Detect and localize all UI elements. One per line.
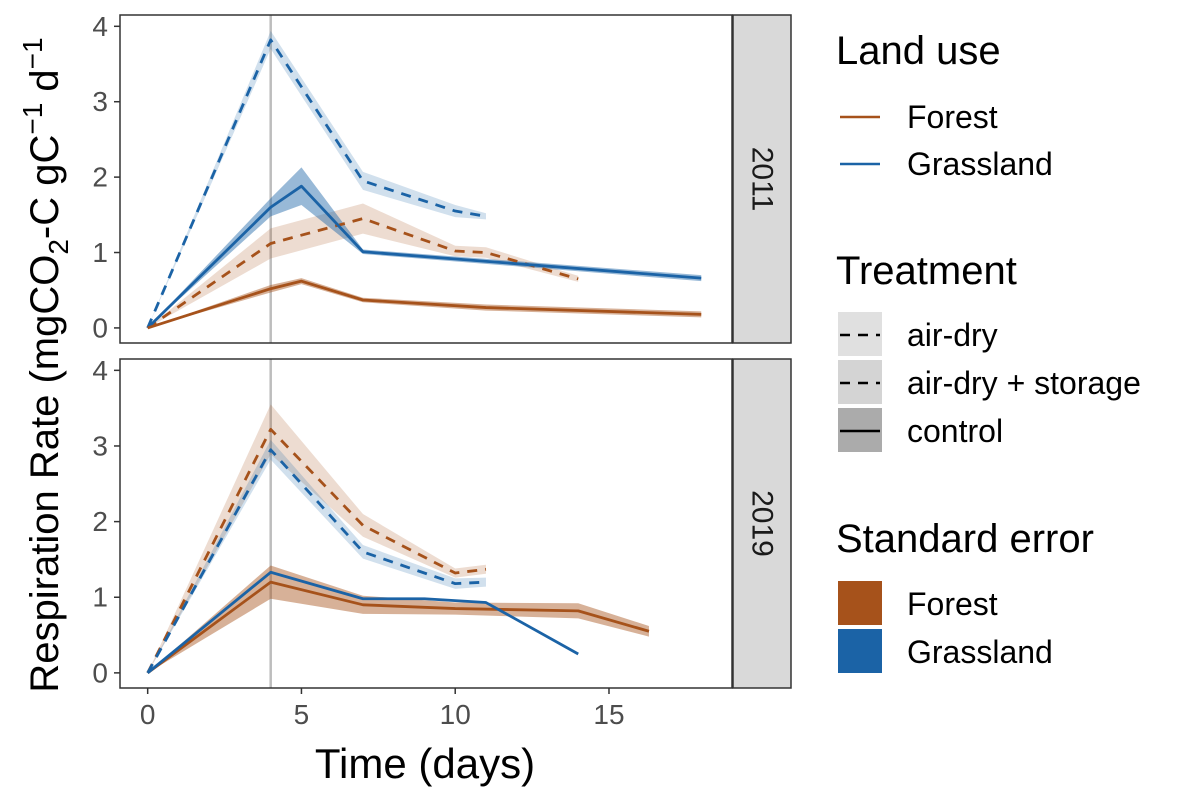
legend-treatment-air-dry-storage: air-dry + storage [907, 365, 1141, 401]
y-tick-label: 2 [92, 162, 108, 193]
facet-strip [732, 358, 792, 689]
facet-strip-label: 2011 [746, 147, 779, 212]
y-tick-label: 4 [92, 355, 108, 386]
panel-border [119, 358, 733, 689]
legend-land-use-grassland: Grassland [907, 146, 1053, 182]
y-axis-title-sup2: −1 [17, 37, 48, 69]
panel-2019: 2019 0 1 2 3 4 [92, 355, 792, 689]
panel-border [119, 14, 733, 344]
legend-standard-error: Standard error Forest Grassland [836, 517, 1094, 673]
series-line-forest-control [146, 580, 650, 675]
panel-2011: 2011 0 1 2 3 4 [92, 11, 792, 344]
y-tick-label: 4 [92, 11, 108, 42]
series-line-grassland-control [146, 184, 702, 329]
series-line-forest-control [147, 279, 702, 330]
series-line-grassland-air-dry-storage [146, 448, 487, 674]
x-axis-title: Time (days) [315, 740, 535, 787]
se-ribbon-forest-air-dry [147, 203, 579, 328]
legend-standard-error-forest: Forest [907, 586, 998, 622]
y-tick-label: 1 [92, 237, 108, 268]
legend-treatment-title: Treatment [836, 249, 1017, 293]
x-tick-label: 5 [294, 699, 310, 730]
series-line-forest-air-dry-storage [146, 427, 487, 674]
y-tick-label: 3 [92, 430, 108, 461]
legend-treatment: Treatment air-dry air-dry + storage cont… [836, 249, 1141, 452]
y-axis-title-sub: 2 [43, 239, 74, 255]
x-tick-label: 10 [440, 699, 471, 730]
y-tick-label: 2 [92, 506, 108, 537]
legend-treatment-air-dry: air-dry [907, 317, 998, 353]
plot-panels: 2011 0 1 2 3 4 2019 0 1 2 3 4 0 5 10 15 [92, 11, 792, 730]
y-tick-label: 3 [92, 86, 108, 117]
se-ribbon-grassland-control [147, 167, 702, 328]
facet-strip [732, 14, 792, 344]
legend-treatment-control: control [907, 413, 1003, 449]
y-axis-title-mid: -C gC [23, 135, 67, 239]
y-axis-title-main: Respiration Rate (mgCO [23, 255, 67, 693]
legend-standard-error-title: Standard error [836, 517, 1094, 561]
x-tick-label: 15 [593, 699, 624, 730]
legend-land-use-forest: Forest [907, 99, 998, 135]
y-axis-title-mid2: d [23, 69, 67, 102]
y-tick-label: 0 [92, 312, 108, 343]
series-line-grassland-control [146, 570, 579, 674]
legend-land-use-title: Land use [836, 29, 1001, 73]
legend-key-se-forest [838, 581, 882, 625]
legend-standard-error-grassland: Grassland [907, 634, 1053, 670]
x-tick-label: 0 [140, 699, 156, 730]
legend-key-se-grassland [838, 629, 882, 673]
legend-land-use: Land use Forest Grassland [836, 29, 1053, 182]
y-tick-label: 1 [92, 582, 108, 613]
y-axis-title-sup1: −1 [17, 103, 48, 135]
se-ribbon-forest-control [147, 565, 649, 673]
y-axis-title: Respiration Rate (mgCO2-C gC−1 d−1 [17, 37, 74, 692]
facet-strip-label: 2019 [746, 490, 779, 557]
series-line-forest-air-dry [146, 217, 579, 330]
y-tick-label: 0 [92, 657, 108, 688]
